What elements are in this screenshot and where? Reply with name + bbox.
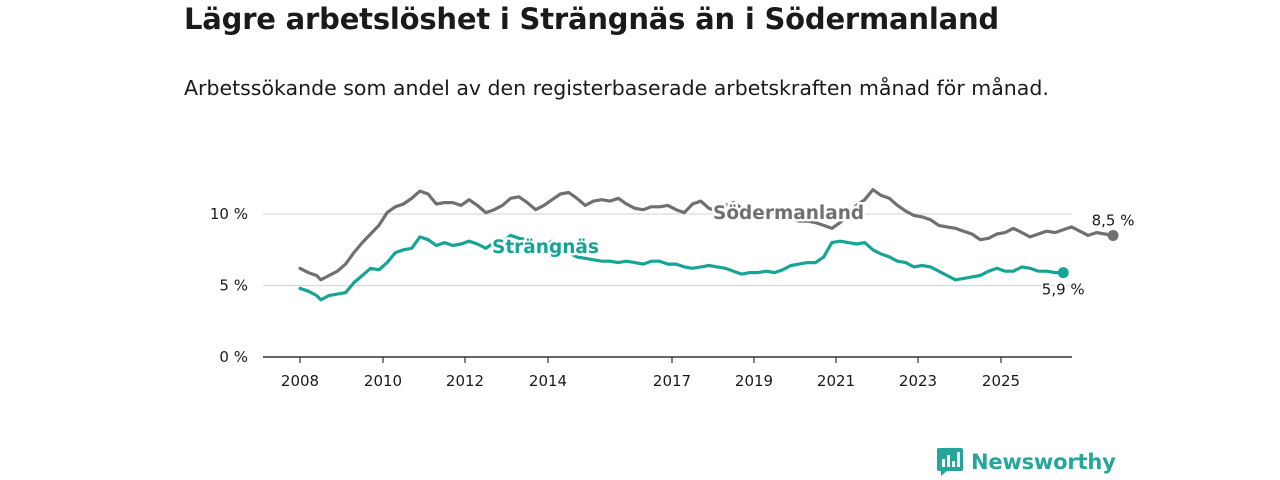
strangnas-end-marker (1057, 267, 1069, 279)
chart-subtitle: Arbetssökande som andel av den registerb… (184, 76, 1049, 100)
strangnas-line (298, 233, 1065, 302)
x-tick-label: 2023 (899, 372, 937, 390)
sodermanland-end-marker (1107, 229, 1119, 241)
x-tick-label: 2010 (364, 372, 402, 390)
x-tick-label: 2014 (529, 372, 567, 390)
sodermanland-line (298, 188, 1115, 282)
x-tick-label: 2025 (982, 372, 1020, 390)
y-tick-label: 0 % (219, 348, 248, 366)
x-tick-label: 2012 (446, 372, 484, 390)
x-tick-label: 2008 (281, 372, 319, 390)
chart-title: Lägre arbetslöshet i Strängnäs än i Söde… (184, 2, 999, 36)
x-tick-label: 2021 (817, 372, 855, 390)
newsworthy-logo-icon (937, 448, 963, 476)
y-tick-label: 10 % (210, 205, 248, 223)
x-tick-label: 2017 (653, 372, 691, 390)
x-tick-label: 2019 (735, 372, 773, 390)
brand-logo[interactable]: Newsworthy (937, 448, 1116, 476)
y-tick-label: 5 % (219, 277, 248, 295)
sodermanland-end-value: 8,5 % (1092, 211, 1135, 229)
sodermanland-series-label: Södermanland (713, 203, 864, 224)
strangnas-series-label: Strängnäs (492, 237, 599, 258)
brand-name: Newsworthy (971, 450, 1116, 474)
strangnas-end-value: 5,9 % (1042, 281, 1085, 299)
